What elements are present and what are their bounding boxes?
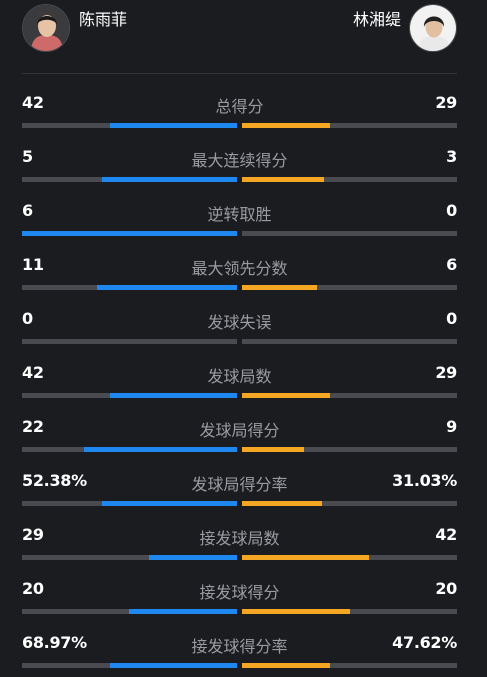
stat-right-value: 9 — [446, 417, 457, 436]
stat-label: 总得分 — [215, 97, 264, 116]
stat-row: 22 发球局得分 9 — [22, 417, 457, 457]
stat-left-value: 6 — [22, 201, 33, 220]
stat-row: 52.38% 发球局得分率 31.03% — [22, 471, 457, 511]
stat-row: 20 接发球得分 20 — [22, 579, 457, 619]
stat-right-value: 42 — [435, 525, 457, 544]
stat-label: 发球局得分 — [199, 421, 280, 440]
stat-label: 接发球得分率 — [191, 637, 288, 656]
stat-right-value: 6 — [446, 255, 457, 274]
player-left[interactable]: 陈雨菲 — [22, 4, 127, 52]
stat-right-bar-fill — [242, 177, 324, 182]
stat-right-bar-track — [242, 555, 457, 560]
stat-row: 6 逆转取胜 0 — [22, 201, 457, 241]
stat-left-value: 42 — [22, 363, 44, 382]
stat-left-bar-fill — [102, 501, 237, 506]
stat-right-value: 20 — [435, 579, 457, 598]
stat-left-bar-track — [22, 447, 237, 452]
header-divider — [22, 73, 457, 74]
stat-right-bar-track — [242, 231, 457, 236]
stat-label: 接发球得分 — [199, 583, 280, 602]
stat-left-bar-track — [22, 663, 237, 668]
stat-right-value: 0 — [446, 201, 457, 220]
stat-left-bar-track — [22, 339, 237, 344]
stat-label: 最大领先分数 — [191, 259, 288, 278]
player-left-avatar[interactable] — [22, 4, 70, 52]
player-left-name: 陈雨菲 — [79, 10, 128, 29]
stat-left-value: 29 — [22, 525, 44, 544]
player-right-avatar[interactable] — [409, 4, 457, 52]
stat-right-bar-fill — [242, 123, 330, 128]
stat-left-value: 52.38% — [22, 471, 87, 490]
stat-left-bar-fill — [149, 555, 237, 560]
stat-row: 68.97% 接发球得分率 47.62% — [22, 633, 457, 673]
stat-label: 最大连续得分 — [191, 151, 288, 170]
stat-label: 发球失误 — [207, 313, 272, 332]
stat-row: 42 总得分 29 — [22, 93, 457, 133]
stat-left-bar-track — [22, 177, 237, 182]
stat-right-value: 3 — [446, 147, 457, 166]
stat-label: 发球局数 — [207, 367, 272, 386]
stat-right-bar-fill — [242, 447, 304, 452]
stat-left-bar-fill — [97, 285, 237, 290]
stat-left-bar-fill — [129, 609, 237, 614]
stat-right-bar-fill — [242, 393, 330, 398]
stat-left-value: 22 — [22, 417, 44, 436]
player-right-name: 林湘缇 — [352, 10, 401, 29]
stat-row: 0 发球失误 0 — [22, 309, 457, 349]
stat-left-bar-fill — [22, 231, 237, 236]
stat-label: 接发球局数 — [199, 529, 280, 548]
stat-left-bar-fill — [110, 393, 237, 398]
stat-right-bar-fill — [242, 609, 350, 614]
stat-left-value: 11 — [22, 255, 44, 274]
stat-left-bar-track — [22, 555, 237, 560]
stat-left-bar-fill — [84, 447, 237, 452]
stat-right-value: 29 — [435, 363, 457, 382]
stat-row: 11 最大领先分数 6 — [22, 255, 457, 295]
stat-left-bar-track — [22, 285, 237, 290]
stat-right-bar-track — [242, 609, 457, 614]
stat-right-value: 29 — [435, 93, 457, 112]
stat-right-bar-track — [242, 285, 457, 290]
stat-left-bar-track — [22, 393, 237, 398]
stat-right-bar-track — [242, 447, 457, 452]
stat-row: 5 最大连续得分 3 — [22, 147, 457, 187]
stat-right-bar-fill — [242, 501, 322, 506]
stat-right-bar-track — [242, 393, 457, 398]
stat-right-value: 31.03% — [392, 471, 457, 490]
stat-left-bar-track — [22, 123, 237, 128]
stat-left-bar-track — [22, 609, 237, 614]
stat-right-bar-fill — [242, 285, 317, 290]
stat-left-value: 5 — [22, 147, 33, 166]
stat-row: 42 发球局数 29 — [22, 363, 457, 403]
stat-right-bar-track — [242, 501, 457, 506]
stat-right-bar-track — [242, 123, 457, 128]
stat-right-bar-fill — [242, 663, 330, 668]
stat-label: 逆转取胜 — [207, 205, 272, 224]
stat-left-bar-track — [22, 231, 237, 236]
stat-left-value: 20 — [22, 579, 44, 598]
stat-right-bar-track — [242, 663, 457, 668]
stat-right-bar-fill — [242, 555, 369, 560]
stat-left-bar-track — [22, 501, 237, 506]
stat-left-value: 0 — [22, 309, 33, 328]
player-right[interactable]: 林湘缇 — [353, 4, 457, 52]
stat-right-bar-track — [242, 339, 457, 344]
stat-left-value: 42 — [22, 93, 44, 112]
stat-left-value: 68.97% — [22, 633, 87, 652]
stat-label: 发球局得分率 — [191, 475, 288, 494]
stat-right-value: 0 — [446, 309, 457, 328]
stat-right-value: 47.62% — [392, 633, 457, 652]
stat-left-bar-fill — [102, 177, 237, 182]
stat-left-bar-fill — [110, 663, 237, 668]
stat-left-bar-fill — [110, 123, 237, 128]
stat-row: 29 接发球局数 42 — [22, 525, 457, 565]
stat-right-bar-track — [242, 177, 457, 182]
